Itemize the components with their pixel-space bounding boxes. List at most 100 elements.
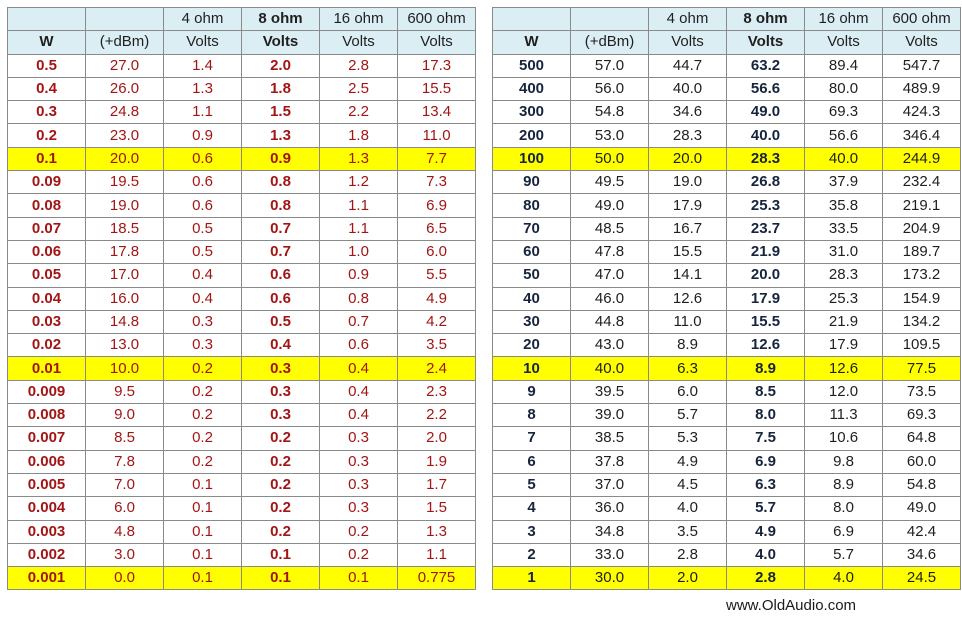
- volts-16ohm-cell: 2.8: [319, 53, 398, 78]
- dbm-cell: 16.0: [85, 286, 164, 311]
- volts-8ohm-cell: 63.2: [726, 53, 805, 78]
- volts-4ohm-cell: 0.2: [163, 379, 242, 405]
- volts-600ohm-cell: 154.9: [882, 286, 961, 311]
- volts-600ohm-cell: 424.3: [882, 100, 961, 125]
- header-watts: W: [7, 30, 86, 55]
- volts-8ohm-cell: 56.6: [726, 76, 805, 102]
- volts-16ohm-cell: 0.8: [319, 286, 398, 311]
- watts-cell: 3: [492, 519, 571, 544]
- header-watts: W: [492, 30, 571, 55]
- volts-4ohm-cell: 0.1: [163, 519, 242, 544]
- volts-600ohm-cell: 6.9: [397, 193, 476, 218]
- watts-cell: 0.001: [7, 566, 86, 591]
- volts-16ohm-cell: 6.9: [804, 519, 883, 544]
- dbm-cell: 54.8: [570, 100, 649, 125]
- dbm-cell: 6.0: [85, 496, 164, 521]
- volts-16ohm-cell: 12.0: [804, 379, 883, 405]
- dbm-cell: 37.8: [570, 449, 649, 474]
- watts-cell: 0.006: [7, 449, 86, 474]
- table-row: 0.006 7.8 0.2 0.2 0.3 1.9: [7, 449, 476, 474]
- volts-8ohm-cell: 0.7: [241, 216, 320, 241]
- volts-8ohm-cell: 0.3: [241, 356, 320, 381]
- table-row: 0.03 14.8 0.3 0.5 0.7 4.2: [7, 309, 476, 335]
- table-row: 500 57.0 44.7 63.2 89.4 547.7: [492, 53, 961, 78]
- volts-8ohm-cell: 2.0: [241, 53, 320, 78]
- volts-600ohm-cell: 15.5: [397, 76, 476, 102]
- volts-8ohm-cell: 23.7: [726, 216, 805, 241]
- volts-4ohm-cell: 0.2: [163, 426, 242, 451]
- watts-cell: 100: [492, 146, 571, 172]
- volts-16ohm-cell: 0.2: [319, 519, 398, 544]
- watts-cell: 200: [492, 123, 571, 148]
- volts-8ohm-cell: 8.5: [726, 379, 805, 405]
- table-row: 4 36.0 4.0 5.7 8.0 49.0: [492, 496, 961, 521]
- watts-cell: 0.02: [7, 333, 86, 358]
- volts-16ohm-cell: 11.3: [804, 403, 883, 428]
- volts-4ohm-cell: 4.9: [648, 449, 727, 474]
- volts-16ohm-cell: 0.2: [319, 542, 398, 568]
- volts-16ohm-cell: 17.9: [804, 333, 883, 358]
- volts-4ohm-cell: 0.3: [163, 333, 242, 358]
- watts-cell: 5: [492, 472, 571, 498]
- table-row: 0.008 9.0 0.2 0.3 0.4 2.2: [7, 403, 476, 428]
- volts-4ohm-cell: 0.9: [163, 123, 242, 148]
- table-row: 90 49.5 19.0 26.8 37.9 232.4: [492, 170, 961, 195]
- volts-8ohm-cell: 1.3: [241, 123, 320, 148]
- volts-600ohm-cell: 4.9: [397, 286, 476, 311]
- table-row: 0.08 19.0 0.6 0.8 1.1 6.9: [7, 193, 476, 218]
- volts-600ohm-cell: 1.3: [397, 519, 476, 544]
- volts-8ohm-cell: 6.3: [726, 472, 805, 498]
- table-row-highlighted: 0.001 0.0 0.1 0.1 0.1 0.775: [7, 566, 476, 591]
- watts-cell: 60: [492, 239, 571, 265]
- header-8ohm: 8 ohm: [241, 6, 320, 32]
- volts-8ohm-cell: 40.0: [726, 123, 805, 148]
- dbm-cell: 50.0: [570, 146, 649, 172]
- header-4ohm: 4 ohm: [163, 6, 242, 32]
- header-600ohm: 600 ohm: [397, 6, 476, 32]
- volts-8ohm-cell: 0.2: [241, 449, 320, 474]
- table-row: 30 44.8 11.0 15.5 21.9 134.2: [492, 309, 961, 335]
- table-row: 0.007 8.5 0.2 0.2 0.3 2.0: [7, 426, 476, 451]
- volts-16ohm-cell: 89.4: [804, 53, 883, 78]
- volts-8ohm-cell: 0.7: [241, 239, 320, 265]
- dbm-cell: 4.8: [85, 519, 164, 544]
- volts-600ohm-cell: 109.5: [882, 333, 961, 358]
- volts-600ohm-cell: 1.1: [397, 542, 476, 568]
- volts-4ohm-cell: 15.5: [648, 239, 727, 265]
- watts-cell: 0.07: [7, 216, 86, 241]
- volts-16ohm-cell: 0.4: [319, 379, 398, 405]
- volts-8ohm-cell: 25.3: [726, 193, 805, 218]
- volts-16ohm-cell: 8.0: [804, 496, 883, 521]
- volts-600ohm-cell: 11.0: [397, 123, 476, 148]
- volts-16ohm-cell: 8.9: [804, 472, 883, 498]
- volts-8ohm-cell: 0.8: [241, 170, 320, 195]
- watts-cell: 0.05: [7, 263, 86, 288]
- volts-8ohm-cell: 20.0: [726, 263, 805, 288]
- volts-600ohm-cell: 2.2: [397, 403, 476, 428]
- watts-cell: 0.002: [7, 542, 86, 568]
- volts-600ohm-cell: 5.5: [397, 263, 476, 288]
- volts-600ohm-cell: 2.3: [397, 379, 476, 405]
- header-volts: Volts: [726, 30, 805, 55]
- volts-16ohm-cell: 28.3: [804, 263, 883, 288]
- dbm-cell: 20.0: [85, 146, 164, 172]
- volts-8ohm-cell: 15.5: [726, 309, 805, 335]
- volts-600ohm-cell: 42.4: [882, 519, 961, 544]
- volts-600ohm-cell: 77.5: [882, 356, 961, 381]
- table-row: 0.07 18.5 0.5 0.7 1.1 6.5: [7, 216, 476, 241]
- volts-16ohm-cell: 40.0: [804, 146, 883, 172]
- dbm-cell: 30.0: [570, 566, 649, 591]
- dbm-cell: 0.0: [85, 566, 164, 591]
- table-row: 20 43.0 8.9 12.6 17.9 109.5: [492, 333, 961, 358]
- volts-4ohm-cell: 5.7: [648, 403, 727, 428]
- volts-8ohm-cell: 0.2: [241, 426, 320, 451]
- table-row: 0.02 13.0 0.3 0.4 0.6 3.5: [7, 333, 476, 358]
- volts-8ohm-cell: 4.9: [726, 519, 805, 544]
- watts-cell: 0.01: [7, 356, 86, 381]
- volts-16ohm-cell: 21.9: [804, 309, 883, 335]
- table-row: 3 34.8 3.5 4.9 6.9 42.4: [492, 519, 961, 544]
- table-row-highlighted: 1 30.0 2.0 2.8 4.0 24.5: [492, 566, 961, 591]
- watts-cell: 50: [492, 263, 571, 288]
- volts-4ohm-cell: 20.0: [648, 146, 727, 172]
- header-row-impedance: 4 ohm 8 ohm 16 ohm 600 ohm: [492, 6, 961, 32]
